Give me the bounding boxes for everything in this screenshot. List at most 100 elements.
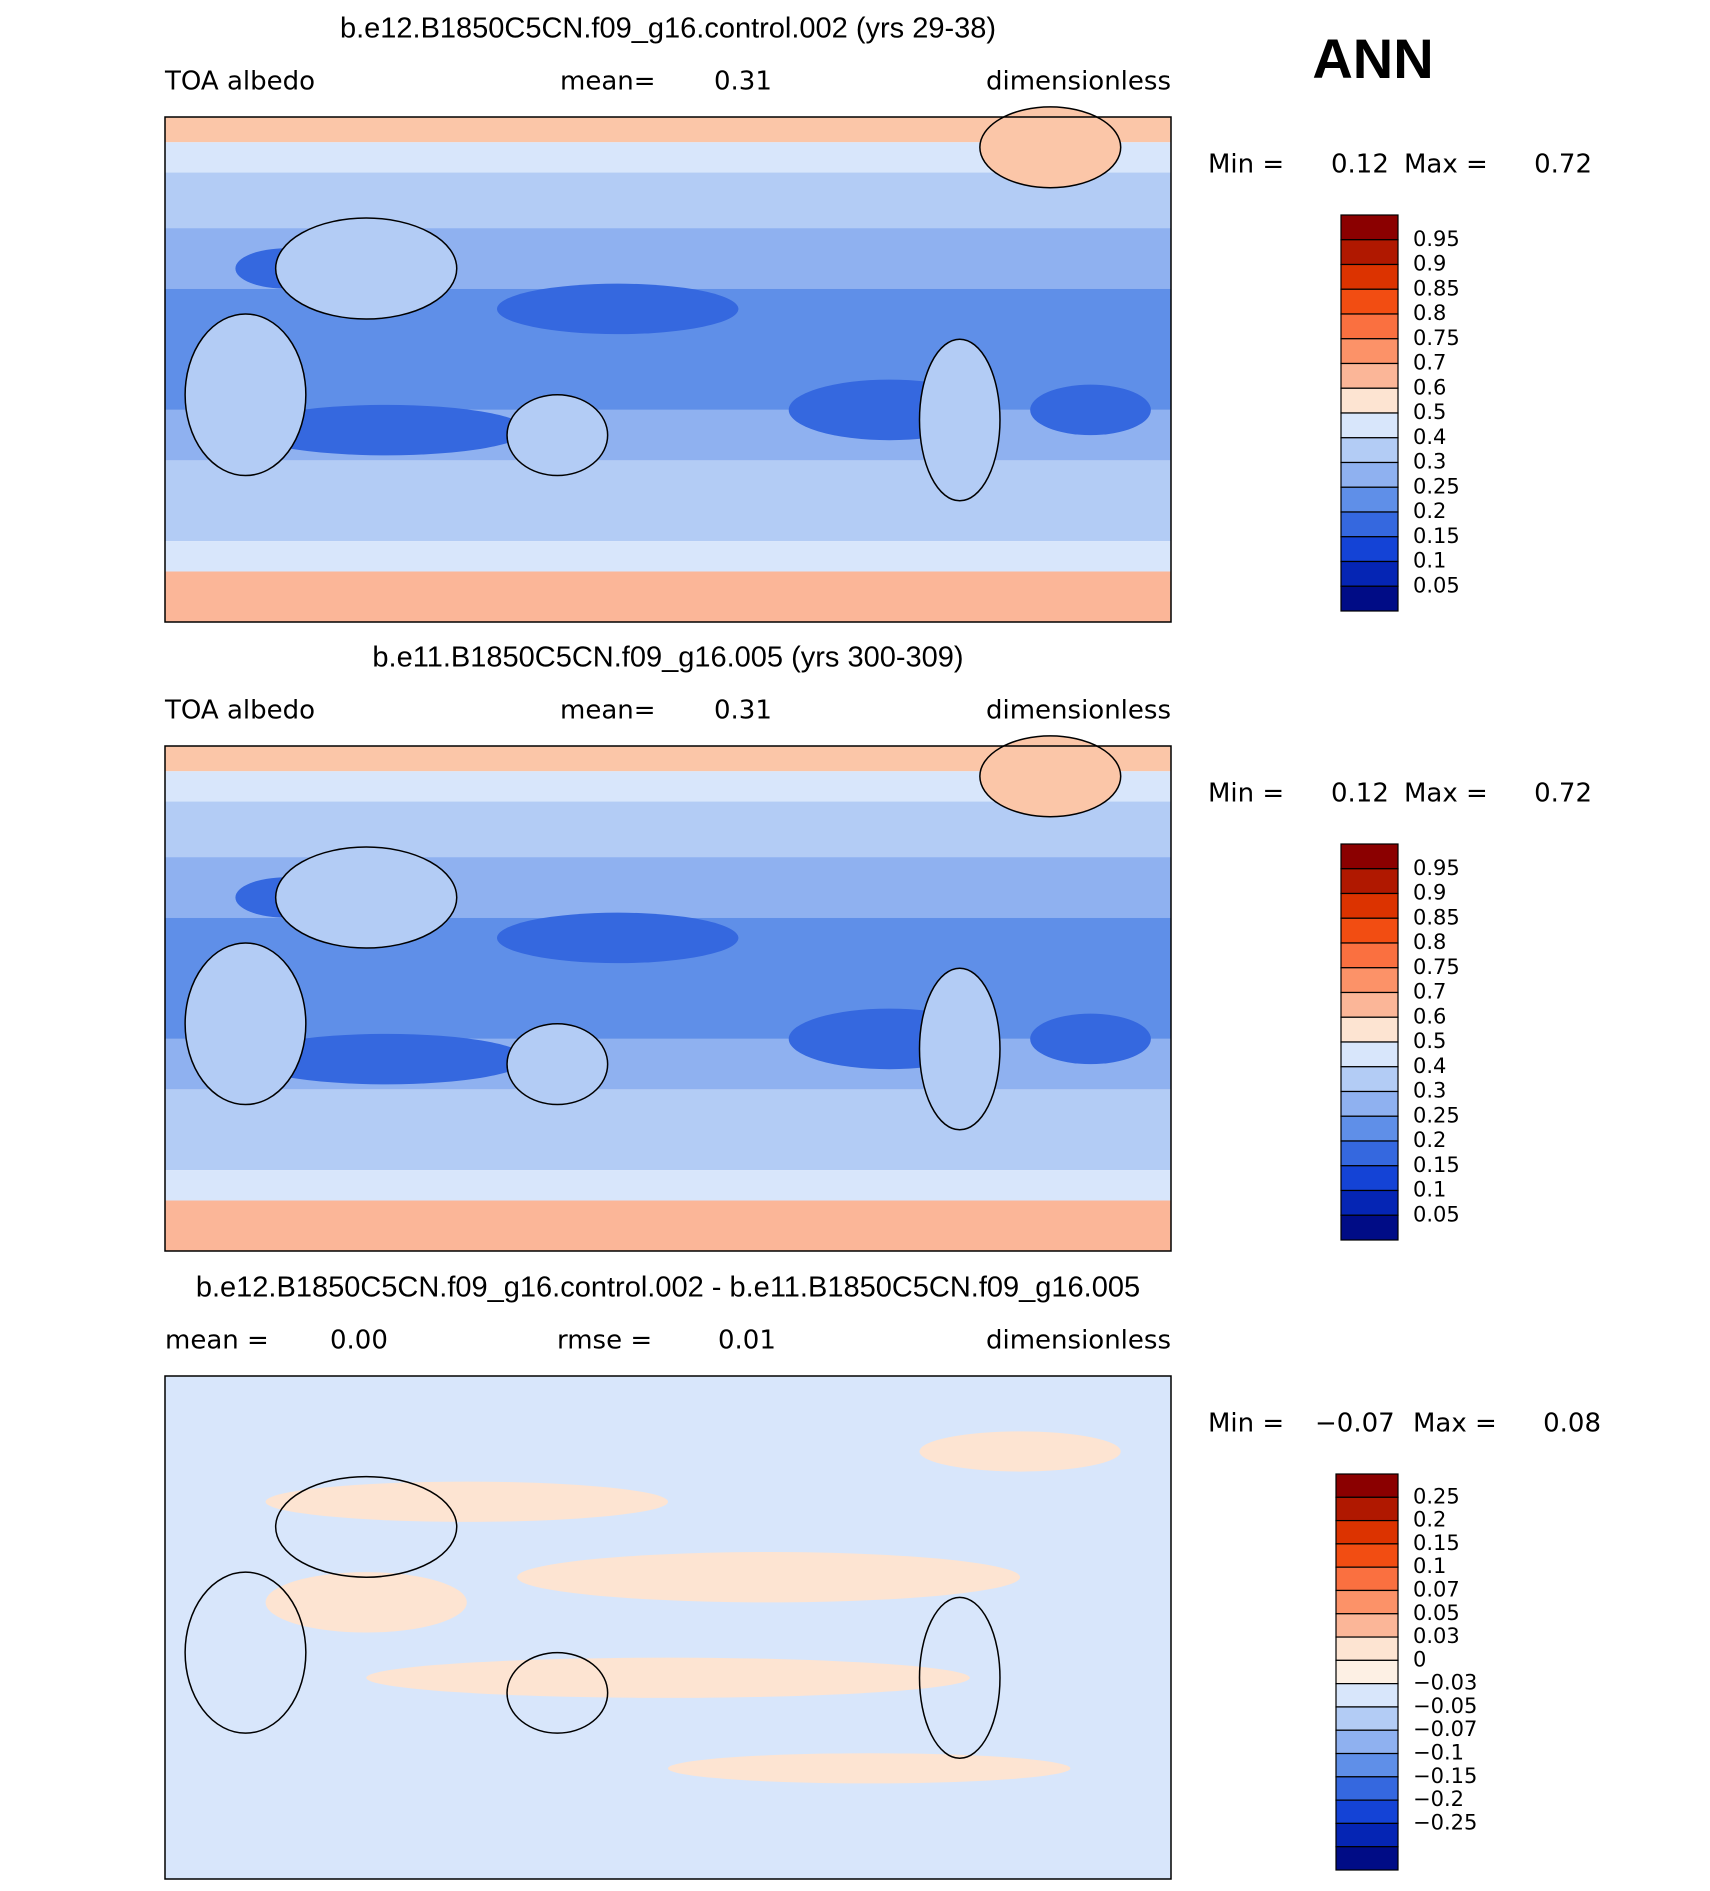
map xyxy=(165,735,1171,1251)
panel-title: b.e12.B1850C5CN.f09_g16.control.002 (yrs… xyxy=(340,13,996,45)
colorbar-label: −0.05 xyxy=(1413,1694,1477,1718)
colorbar-box xyxy=(1340,461,1399,488)
min-label: Min = xyxy=(1208,150,1284,180)
map-feature xyxy=(1030,1013,1151,1065)
colorbar-label: −0.2 xyxy=(1413,1787,1464,1811)
colorbar-box xyxy=(1340,486,1399,513)
colorbar-label: 0.2 xyxy=(1413,499,1446,523)
colorbar-label: 0.3 xyxy=(1413,450,1446,474)
colorbar-box xyxy=(1335,1519,1399,1545)
min-value: 0.12 xyxy=(1331,779,1389,809)
stat-label: rmse = xyxy=(557,1326,652,1356)
colorbar-box xyxy=(1340,412,1399,439)
colorbar-label: 0.5 xyxy=(1413,400,1446,424)
colorbar-box xyxy=(1340,560,1399,587)
map-feature xyxy=(496,912,739,964)
map-land xyxy=(918,967,1001,1131)
left-label: TOA albedo xyxy=(164,696,315,726)
left-label: TOA albedo xyxy=(164,67,315,97)
stat-label: mean = xyxy=(165,1326,269,1356)
colorbar-box xyxy=(1335,1589,1399,1615)
colorbar-box xyxy=(1340,942,1399,969)
colorbar-box xyxy=(1335,1566,1399,1592)
colorbar-label: 0.9 xyxy=(1413,881,1446,905)
colorbar-label: 0.75 xyxy=(1413,955,1460,979)
colorbar-label: 0.2 xyxy=(1413,1128,1446,1152)
map-feature xyxy=(919,1431,1121,1472)
colorbar-box xyxy=(1340,892,1399,919)
max-value: 0.08 xyxy=(1543,1409,1601,1439)
map xyxy=(165,106,1171,622)
stat-value: 0.00 xyxy=(330,1326,388,1356)
colorbar-box xyxy=(1340,1189,1399,1216)
colorbar-label: 0.15 xyxy=(1413,1153,1460,1177)
colorbar-label: 0.1 xyxy=(1413,1554,1446,1578)
colorbar-box xyxy=(1335,1659,1399,1685)
map-land xyxy=(506,1651,609,1734)
map-band xyxy=(165,1170,1171,1201)
colorbar-label: −0.25 xyxy=(1413,1810,1477,1834)
min-value: 0.12 xyxy=(1331,150,1389,180)
colorbar-label: 0.05 xyxy=(1413,1202,1460,1226)
colorbar-box xyxy=(1340,338,1399,365)
colorbar-box xyxy=(1340,1016,1399,1043)
map-band xyxy=(165,571,1171,622)
map-band xyxy=(165,1200,1171,1251)
colorbar-box xyxy=(1335,1636,1399,1661)
colorbar-label: 0.85 xyxy=(1413,276,1460,300)
map-band xyxy=(165,1089,1171,1171)
colorbar-label: 0.25 xyxy=(1413,1103,1460,1127)
colorbar-box xyxy=(1335,1706,1399,1731)
map-land xyxy=(184,1571,307,1734)
colorbar-label: 0.1 xyxy=(1413,1178,1446,1202)
colorbar-label: 0.7 xyxy=(1413,351,1446,375)
min-label: Min = xyxy=(1208,779,1284,809)
colorbar-box xyxy=(1340,967,1399,994)
colorbar-box xyxy=(1335,1729,1399,1755)
colorbar-box xyxy=(1335,1496,1399,1522)
map-land xyxy=(506,394,609,477)
min-label: Min = xyxy=(1208,1409,1284,1439)
colorbar-box xyxy=(1340,1090,1399,1117)
map-feature xyxy=(517,1552,1021,1603)
units-label: dimensionless xyxy=(986,696,1171,726)
colorbar-label: 0.05 xyxy=(1413,1601,1460,1625)
colorbar-box xyxy=(1340,1214,1399,1241)
colorbar-box xyxy=(1340,1066,1399,1093)
max-label: Max = xyxy=(1413,1409,1497,1439)
colorbar-box xyxy=(1335,1543,1399,1568)
colorbar-label: 0.05 xyxy=(1413,573,1460,597)
map-frame xyxy=(164,116,1172,623)
colorbar-box xyxy=(1340,991,1399,1018)
map-band xyxy=(165,801,1171,858)
map-band xyxy=(165,541,1171,572)
map-land xyxy=(274,1475,458,1578)
colorbar-box xyxy=(1340,1041,1399,1068)
panel-title: b.e12.B1850C5CN.f09_g16.control.002 - b.… xyxy=(196,1272,1140,1304)
colorbar-box xyxy=(1335,1613,1399,1638)
colorbar-box xyxy=(1340,362,1399,389)
max-label: Max = xyxy=(1404,150,1488,180)
colorbar-label: 0.03 xyxy=(1413,1624,1460,1648)
colorbar-box xyxy=(1340,387,1399,414)
map-band xyxy=(165,460,1171,542)
map-band xyxy=(165,172,1171,229)
panel-title: b.e11.B1850C5CN.f09_g16.005 (yrs 300-309… xyxy=(372,642,963,674)
units-label: dimensionless xyxy=(986,67,1171,97)
colorbar-label: 0.1 xyxy=(1413,549,1446,573)
map-land xyxy=(918,338,1001,502)
colorbar-box xyxy=(1335,1822,1399,1848)
colorbar-box xyxy=(1340,313,1399,340)
stat-value: 0.01 xyxy=(718,1326,776,1356)
stat-value: 0.31 xyxy=(714,696,772,726)
colorbar-label: 0 xyxy=(1413,1647,1426,1671)
colorbar-label: 0.15 xyxy=(1413,524,1460,548)
max-label: Max = xyxy=(1404,779,1488,809)
colorbar-box xyxy=(1340,239,1399,266)
colorbar-label: 0.75 xyxy=(1413,326,1460,350)
map-feature xyxy=(1030,384,1151,436)
colorbar-label: 0.8 xyxy=(1413,930,1446,954)
colorbar-box xyxy=(1340,585,1399,612)
stat-label: mean= xyxy=(560,67,656,97)
